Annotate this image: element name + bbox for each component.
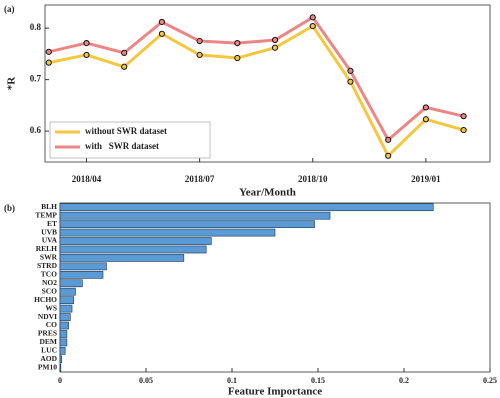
marker [234,39,241,47]
marker [347,67,354,74]
x-tick-label: 2018/04 [72,174,102,184]
category-label: HCHO [34,295,57,304]
bar [59,203,434,212]
bar [59,338,68,347]
bar [59,228,276,237]
x-tick-label: 2018/10 [298,174,328,184]
category-label: DEM [40,337,58,346]
category-label: NO2 [42,278,57,287]
bar [59,270,104,279]
marker [271,36,279,44]
x-axis-label: Year/Month [239,187,296,199]
bar [59,279,83,288]
marker [158,30,166,37]
series-line [48,15,464,143]
x-tick-label: 0.05 [139,376,153,385]
bar [59,330,68,338]
marker [385,136,392,143]
category-label: RELH [36,244,57,253]
category-label: SWR [40,253,58,262]
legend-box [49,121,211,159]
category-label: TEMP [35,210,57,219]
bar [59,211,331,220]
marker [196,51,203,59]
bar [59,262,107,271]
panel-label: (a) [4,4,15,14]
marker [45,59,52,66]
bar [59,313,71,321]
x-tick-label: 0.1 [227,376,237,385]
bar [59,254,185,262]
category-label: AOD [40,354,57,363]
bar [59,287,76,296]
marker [422,104,429,111]
x-tick-label: 0.2 [399,376,409,385]
y-tick-label: 0.6 [30,125,42,135]
marker [158,18,166,26]
bar [59,355,63,364]
y-tick-label: 0.8 [30,22,42,32]
bar [59,245,207,254]
category-label: CO [46,320,57,329]
plot-frame [44,4,491,163]
bar [59,220,315,228]
legend-label: with SWR dataset [85,141,159,151]
bar [59,347,66,355]
marker [309,14,316,21]
category-label: LUC [41,346,57,355]
marker [121,63,128,70]
legend-label: without SWR dataset [85,126,167,136]
x-tick-label: 2019/01 [411,174,441,184]
bar [59,321,69,330]
bar [59,363,62,372]
plot-frame [59,202,491,373]
category-label: STRD [37,261,58,270]
x-tick-label: 0 [58,376,62,385]
series-line [48,24,465,159]
x-axis-label: Feature Importance [228,386,322,398]
marker [45,48,52,55]
category-label: SCO [42,286,58,295]
category-label: NDVI [38,312,57,321]
bar [59,237,212,245]
x-tick-label: 0.25 [483,376,497,385]
marker [385,152,392,159]
x-tick-label: 2018/07 [185,174,215,184]
category-label: PRES [38,329,57,338]
marker [460,113,467,120]
marker [422,116,429,123]
x-tick-label: 0.15 [311,376,325,385]
category-label: WS [45,303,57,312]
y-axis-label: *R [6,76,18,91]
marker [196,37,203,45]
category-label: BLH [41,202,57,211]
panel-label: (b) [4,203,15,213]
category-label: UVB [41,227,57,236]
marker [83,51,90,59]
marker [234,54,241,62]
bar [59,296,75,305]
category-label: UVA [42,236,58,245]
marker [271,44,279,51]
marker [460,126,467,134]
marker [83,39,90,47]
marker [121,49,128,56]
category-label: TCO [41,270,57,279]
marker [309,23,316,30]
category-label: PM10 [38,362,57,371]
marker [347,78,354,85]
bar [59,304,73,313]
y-tick-label: 0.7 [30,74,42,84]
category-label: ET [47,219,57,228]
